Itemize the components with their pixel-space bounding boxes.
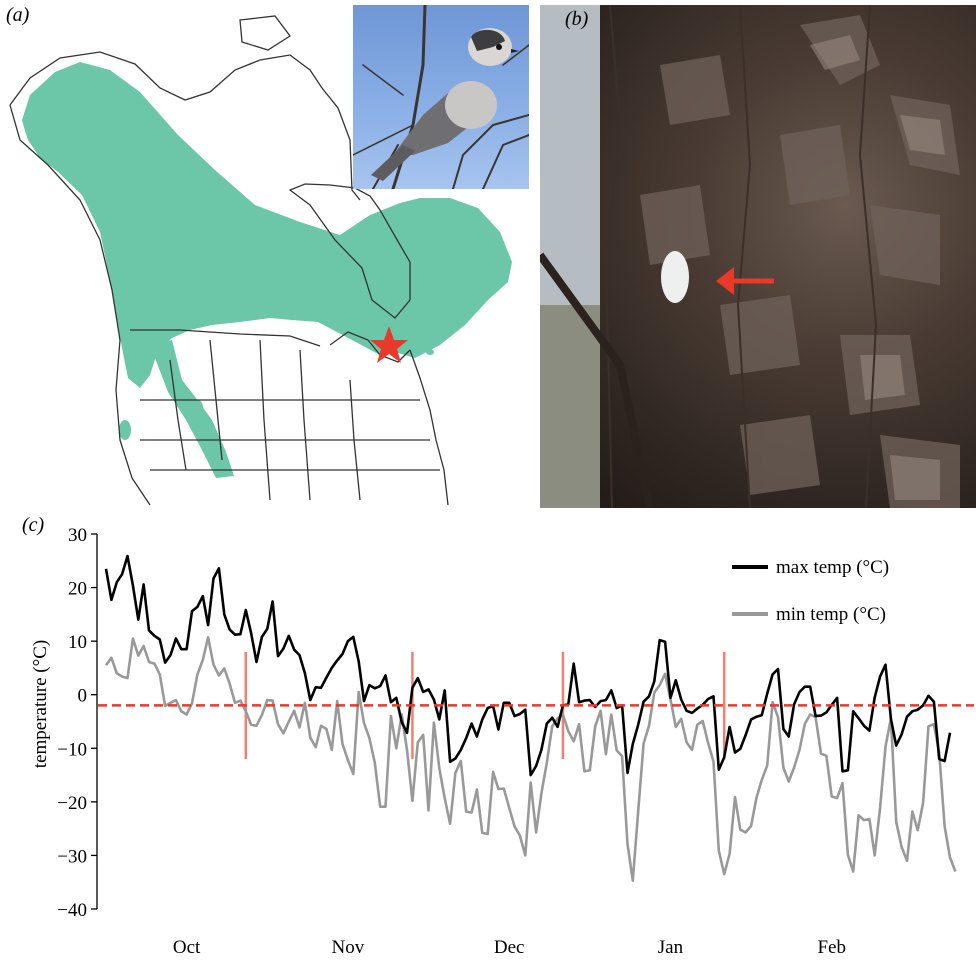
legend-label-max: max temp (°C) — [776, 557, 889, 578]
x-axis: Oct Nov Dec Jan Feb — [173, 937, 846, 958]
twig — [540, 252, 654, 508]
panel-b-bark-photo — [540, 5, 976, 508]
panel-label-c: (c) — [22, 514, 45, 536]
legend-label-min: min temp (°C) — [776, 604, 886, 625]
bird — [371, 28, 519, 181]
panel-c-temperature-chart: (c) 30 20 10 0 −10 −20 −30 −40 Oct Nov Dec Jan Feb … — [0, 512, 976, 958]
temperature-chart: 30 20 10 0 −10 −20 −30 −40 Oct Nov Dec Jan Feb temp… — [30, 525, 974, 958]
range-map — [9, 15, 512, 506]
y-tick-label: 10 — [68, 632, 87, 653]
x-tick-label: Feb — [817, 937, 846, 958]
panel-label-b: (b) — [565, 8, 589, 30]
bird-illustration — [353, 5, 529, 189]
coastline-east — [409, 349, 449, 506]
legend: max temp (°C) min temp (°C) — [732, 557, 889, 625]
border-canada-us — [130, 329, 321, 347]
range-fill-patch-1 — [119, 420, 131, 440]
coastline-north — [9, 51, 361, 201]
coastline-west — [9, 104, 151, 506]
panel-label-a: (a) — [6, 4, 30, 26]
series-line-max-temp — [104, 554, 952, 777]
arrow-left-icon — [716, 267, 774, 295]
hudson-bay — [288, 183, 411, 319]
range-fill-main — [22, 62, 512, 388]
y-tick-label: −40 — [57, 900, 87, 921]
x-tick-label: Dec — [494, 937, 525, 958]
bark-cracks — [604, 5, 878, 508]
bark-plates — [640, 15, 960, 508]
bird-photo-inset — [353, 5, 529, 189]
y-tick-label: −10 — [57, 739, 87, 760]
bark-highlights — [810, 35, 945, 500]
x-tick-label: Oct — [173, 937, 201, 958]
series-line-min-temp — [104, 636, 957, 882]
x-tick-label: Jan — [658, 937, 684, 958]
y-tick-label: −20 — [57, 793, 87, 814]
food-cache — [661, 251, 689, 303]
range-fill-alaska-west — [22, 108, 56, 140]
star-icon — [370, 326, 408, 363]
y-tick-label: 0 — [78, 686, 88, 707]
series-lines — [104, 554, 957, 882]
x-tick-label: Nov — [332, 937, 365, 958]
y-tick-label: 30 — [68, 525, 87, 546]
range-fill-patch-3 — [426, 349, 434, 355]
bark-texture — [540, 5, 960, 508]
y-tick-label: −30 — [57, 846, 87, 867]
panel-a-range-map: (a) — [0, 0, 535, 512]
border-inner-2 — [140, 399, 440, 471]
y-axis: 30 20 10 0 −10 −20 −30 −40 — [57, 525, 98, 921]
arctic-island-2 — [239, 15, 291, 51]
y-tick-label: 20 — [68, 579, 87, 600]
y-axis-label: temperature (°C) — [30, 640, 51, 768]
range-fill-rockies — [150, 340, 234, 478]
range-fill-patch-2 — [193, 400, 203, 416]
background-foliage — [540, 305, 600, 508]
range-fill — [22, 62, 512, 478]
